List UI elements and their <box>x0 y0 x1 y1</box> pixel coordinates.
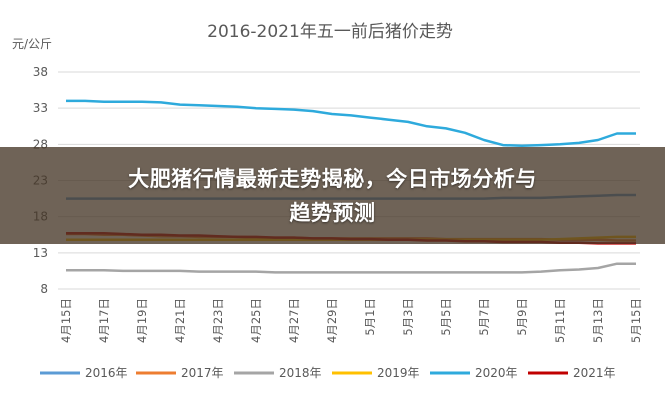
x-tick-label: 5月15日 <box>629 298 643 343</box>
legend: 2016年 2017年 2018年 2019年 2020年 2021年 <box>40 366 616 380</box>
x-tick-label: 5月7日 <box>477 298 491 336</box>
x-tick-label: 4月25日 <box>249 298 263 343</box>
x-tick-label: 4月21日 <box>173 298 187 343</box>
x-axis-ticks: 4月15日 4月17日 4月19日 4月21日 4月23日 4月25日 4月27日 4月29日… <box>59 298 643 343</box>
x-tick-label: 4月29日 <box>325 298 339 343</box>
headline-line-1: 大肥猪行情最新走势揭秘，今日市场分析与 <box>128 166 537 191</box>
legend-label: 2019年 <box>377 366 420 380</box>
x-tick-label: 4月17日 <box>97 298 111 343</box>
chart-title: 2016-2021年五一前后猪价走势 <box>207 22 453 42</box>
legend-label: 2021年 <box>573 366 616 380</box>
x-tick-label: 5月13日 <box>591 298 605 343</box>
x-tick-label: 4月15日 <box>59 298 73 343</box>
x-tick-label: 4月19日 <box>135 298 149 343</box>
y-tick-label: 13 <box>33 246 48 260</box>
y-tick-label: 38 <box>33 65 48 79</box>
legend-label: 2020年 <box>475 366 518 380</box>
x-tick-label: 5月9日 <box>515 298 529 336</box>
series-line-2018年 <box>66 262 636 274</box>
y-tick-label: 33 <box>33 101 48 115</box>
x-tick-label: 4月27日 <box>287 298 301 343</box>
legend-label: 2016年 <box>85 366 128 380</box>
y-tick-label: 8 <box>40 282 48 296</box>
headline-line-2: 趋势预测 <box>289 200 376 225</box>
y-axis-unit-label: 元/公斤 <box>12 37 52 51</box>
series-line-2020年 <box>66 99 636 148</box>
x-tick-label: 5月3日 <box>401 298 415 336</box>
x-tick-label: 4月23日 <box>211 298 225 343</box>
x-tick-label: 5月5日 <box>439 298 453 336</box>
headline-banner: 大肥猪行情最新走势揭秘，今日市场分析与 趋势预测 <box>0 147 665 244</box>
x-tick-label: 5月1日 <box>363 298 377 336</box>
x-tick-label: 5月11日 <box>553 298 567 343</box>
legend-label: 2018年 <box>279 366 322 380</box>
legend-label: 2017年 <box>181 366 224 380</box>
